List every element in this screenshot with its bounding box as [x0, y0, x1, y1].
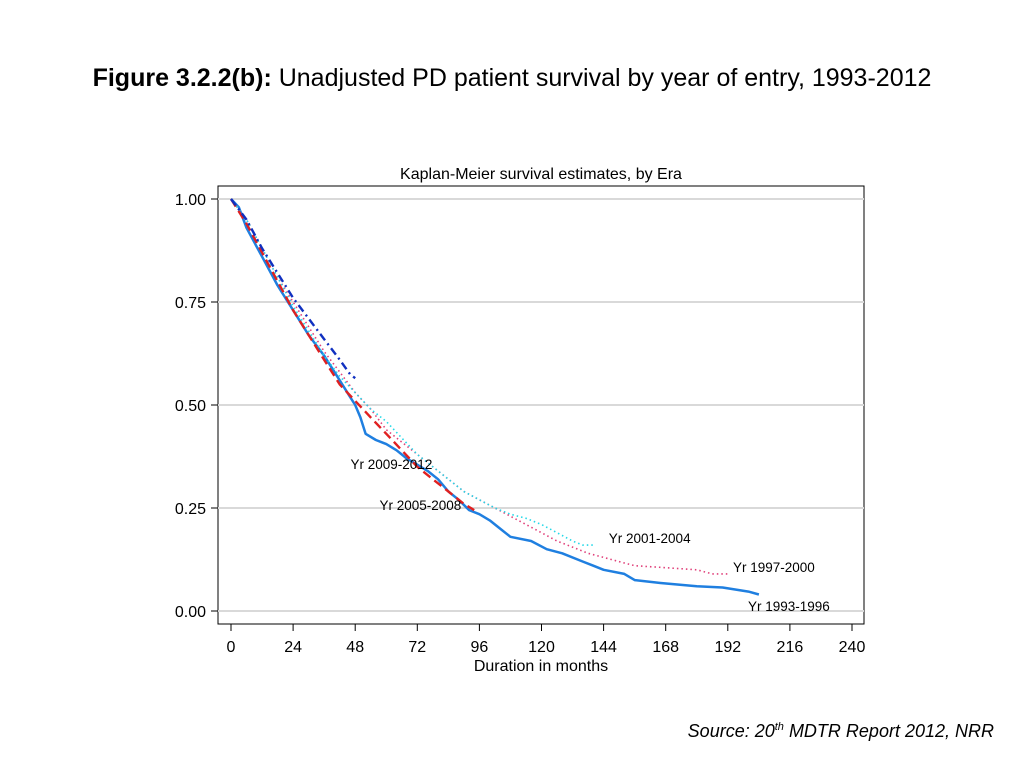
grid-lines — [218, 198, 864, 612]
y-tick-label: 0.25 — [175, 501, 206, 518]
chart-title: Kaplan-Meier survival estimates, by Era — [400, 166, 682, 183]
x-tick-label: 192 — [714, 639, 741, 656]
y-tick-label: 0.00 — [175, 604, 206, 621]
y-axis: 0.00 0.25 0.50 0.75 1.00 — [175, 192, 218, 621]
source-superscript: th — [774, 721, 784, 733]
source-note: Source: 20th MDTR Report 2012, NRR — [688, 721, 994, 742]
series-label: Yr 2005-2008 — [379, 498, 461, 513]
x-axis: 0 24 48 72 96 120 144 168 192 216 240 — [227, 624, 866, 656]
x-tick-label: 48 — [346, 639, 364, 656]
series-line-yr-2005-2008 — [229, 198, 475, 512]
series-label: Yr 2009-2012 — [351, 457, 433, 472]
y-tick-label: 1.00 — [175, 192, 206, 209]
x-tick-label: 144 — [590, 639, 617, 656]
x-tick-label: 216 — [777, 639, 804, 656]
series-line-yr-2009-2012 — [230, 198, 356, 380]
x-tick-label: 96 — [471, 639, 489, 656]
x-tick-label: 120 — [528, 639, 555, 656]
y-tick-label: 0.50 — [175, 398, 206, 415]
y-tick-label: 0.75 — [175, 295, 206, 312]
x-tick-label: 168 — [652, 639, 679, 656]
x-axis-label: Duration in months — [474, 658, 608, 675]
series-label: Yr 2001-2004 — [609, 531, 691, 546]
series-labels: Yr 1993-1996 Yr 1997-2000 Yr 2001-2004 Yr 2… — [351, 457, 830, 614]
series-label: Yr 1993-1996 — [748, 599, 830, 614]
source-prefix: Source: 20 — [687, 721, 775, 741]
x-tick-label: 72 — [408, 639, 426, 656]
figure-title: Figure 3.2.2(b): Unadjusted PD patient s… — [40, 62, 984, 94]
source-suffix: MDTR Report 2012, NRR — [788, 721, 994, 741]
x-tick-label: 240 — [839, 639, 866, 656]
series-label: Yr 1997-2000 — [733, 560, 815, 575]
figure-title-prefix: Figure 3.2.2(b): — [92, 64, 272, 92]
x-tick-label: 24 — [284, 639, 302, 656]
figure-title-text: Unadjusted PD patient survival by year o… — [278, 64, 932, 92]
survival-curves — [229, 198, 760, 596]
x-tick-label: 0 — [227, 639, 236, 656]
